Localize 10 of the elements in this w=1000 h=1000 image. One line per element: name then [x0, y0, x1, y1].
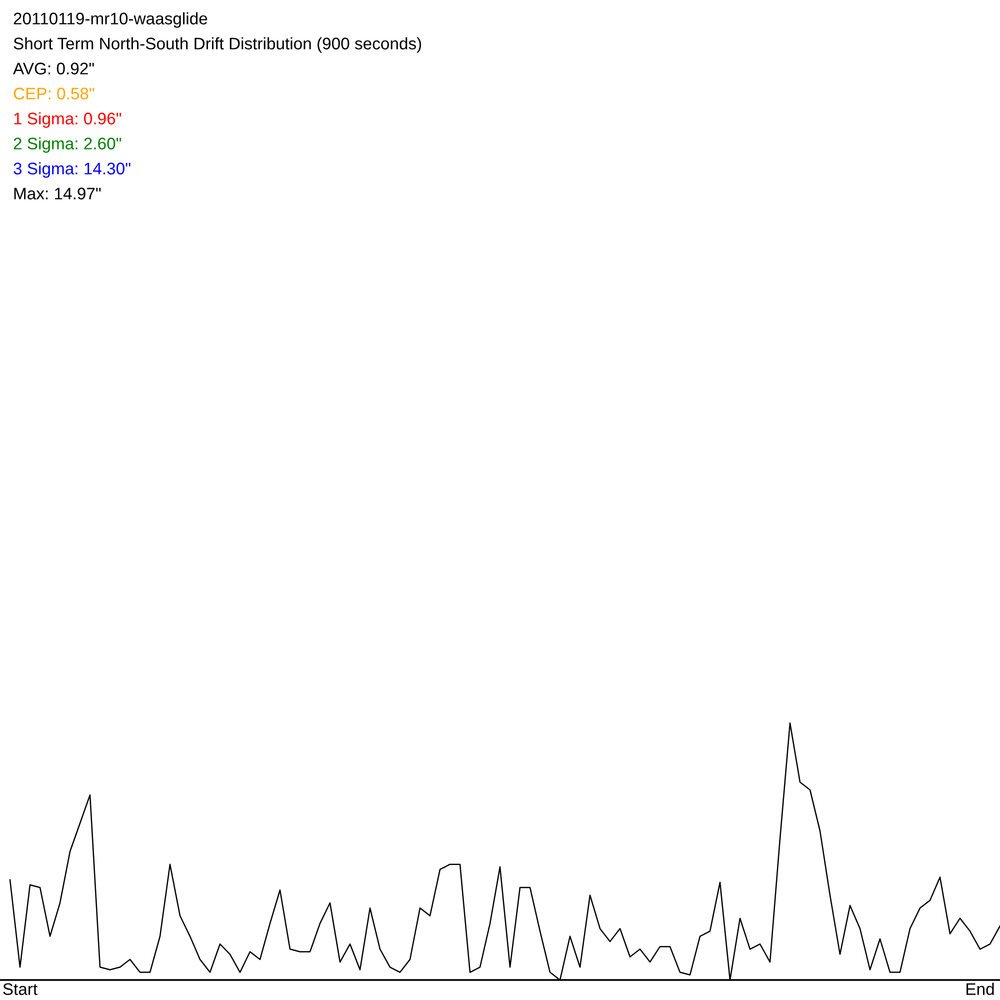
text: AVG: 0.92"	[13, 62, 94, 74]
chart-title: 20110119-mr10-waasglide	[14, 12, 208, 28]
text: CEP: 0.58"	[14, 88, 94, 100]
text: 1 Sigma: 0.96"	[14, 112, 122, 128]
text: 3 Sigma: 14.30"	[14, 162, 130, 178]
x-tick-label: Start	[3, 983, 38, 996]
chart-subtitle: Short Term North-South Drift Distribution (900 seconds)	[14, 37, 422, 53]
x-tick-label: End	[966, 982, 994, 996]
text: 2 Sigma: 2.60"	[14, 137, 122, 153]
text: Max: 14.97"	[14, 188, 101, 200]
